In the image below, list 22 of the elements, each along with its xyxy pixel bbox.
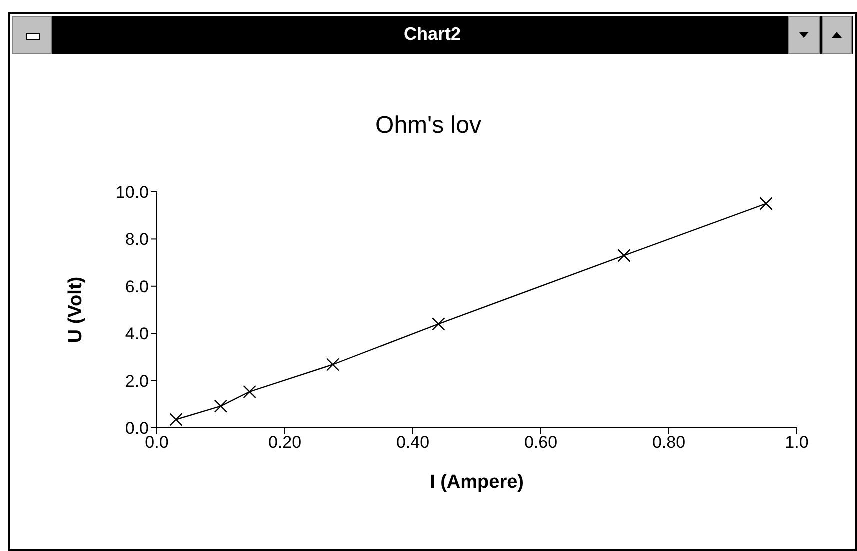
x-tick-label: 0.0 <box>145 433 169 452</box>
point <box>214 400 228 413</box>
point <box>760 197 773 210</box>
x-tick-label: 0.60 <box>524 433 558 452</box>
x-axis-title: I (Ampere) <box>430 472 524 493</box>
y-tick-label: 8.0 <box>125 230 149 250</box>
y-tick-label: 6.0 <box>125 277 149 296</box>
y-tick-label: 10.0 <box>116 183 149 202</box>
x-tick-label: 0.20 <box>268 433 302 452</box>
x-tick-label: 0.40 <box>396 433 430 452</box>
y-axis-title: U (Volt) <box>66 276 87 344</box>
point <box>432 318 446 331</box>
caption: Chart2 <box>402 24 462 45</box>
chart-title: Ohm's lov <box>374 112 482 140</box>
x-tick-label: 0.80 <box>652 433 686 452</box>
point <box>618 249 631 262</box>
x-tick-label: 1.0 <box>785 433 809 452</box>
y-tick-label: 4.0 <box>125 324 149 344</box>
point <box>243 385 256 398</box>
point <box>326 358 340 372</box>
y-tick-label: 2.0 <box>125 372 149 391</box>
point <box>170 413 183 426</box>
